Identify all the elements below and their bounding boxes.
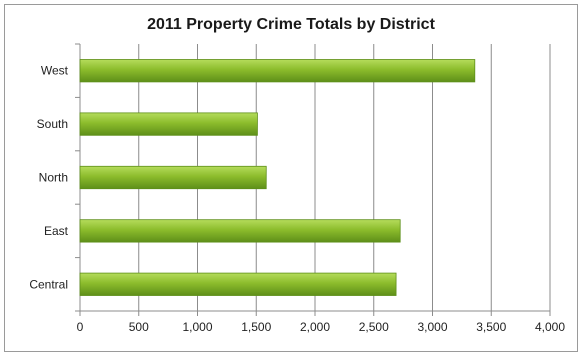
bar-south (79, 112, 258, 136)
x-tick-label: 1,500 (241, 320, 271, 334)
x-tick-label: 1,000 (182, 320, 212, 334)
tick-labels: 0 500 1,000 1,500 2,000 2,500 3,000 3,500 4,000 W… (29, 64, 565, 334)
bar-central (79, 272, 397, 296)
x-tick-label: 500 (129, 320, 149, 334)
x-tick-label: 0 (77, 320, 84, 334)
bar-west (79, 59, 476, 83)
bar-east (79, 219, 401, 243)
y-tick-label: Central (29, 277, 68, 291)
y-tick-label: North (39, 171, 68, 185)
bar-north (79, 165, 267, 190)
x-tick-label: 2,000 (300, 320, 330, 334)
bars (79, 59, 476, 296)
chart-title: 2011 Property Crime Totals by District (147, 16, 435, 33)
x-tick-label: 3,500 (476, 320, 506, 334)
y-tick-label: East (44, 224, 69, 238)
y-tick-label: West (41, 64, 69, 78)
y-tick-label: South (37, 117, 68, 131)
x-tick-label: 3,000 (417, 320, 447, 334)
x-tick-label: 4,000 (535, 320, 565, 334)
x-tick-label: 2,500 (359, 320, 389, 334)
bar-chart: 0 500 1,000 1,500 2,000 2,500 3,000 3,500 4,000 W… (29, 43, 565, 334)
